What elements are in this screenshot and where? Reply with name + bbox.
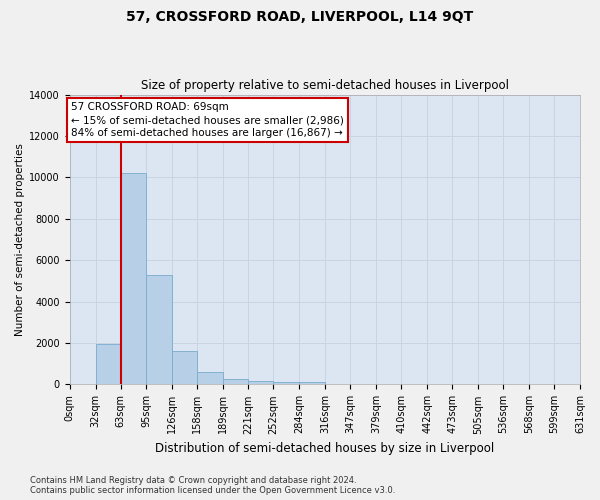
Text: 57, CROSSFORD ROAD, LIVERPOOL, L14 9QT: 57, CROSSFORD ROAD, LIVERPOOL, L14 9QT <box>127 10 473 24</box>
Text: Contains HM Land Registry data © Crown copyright and database right 2024.
Contai: Contains HM Land Registry data © Crown c… <box>30 476 395 495</box>
Bar <box>95 344 121 385</box>
Bar <box>172 352 197 384</box>
Title: Size of property relative to semi-detached houses in Liverpool: Size of property relative to semi-detach… <box>141 79 509 92</box>
Bar <box>146 274 172 384</box>
Bar <box>274 382 299 384</box>
Bar <box>197 372 223 384</box>
Y-axis label: Number of semi-detached properties: Number of semi-detached properties <box>15 143 25 336</box>
X-axis label: Distribution of semi-detached houses by size in Liverpool: Distribution of semi-detached houses by … <box>155 442 494 455</box>
Bar <box>248 380 274 384</box>
Text: 57 CROSSFORD ROAD: 69sqm
← 15% of semi-detached houses are smaller (2,986)
84% o: 57 CROSSFORD ROAD: 69sqm ← 15% of semi-d… <box>71 102 344 138</box>
Bar <box>121 173 146 384</box>
Bar <box>223 379 248 384</box>
Bar <box>299 382 325 384</box>
